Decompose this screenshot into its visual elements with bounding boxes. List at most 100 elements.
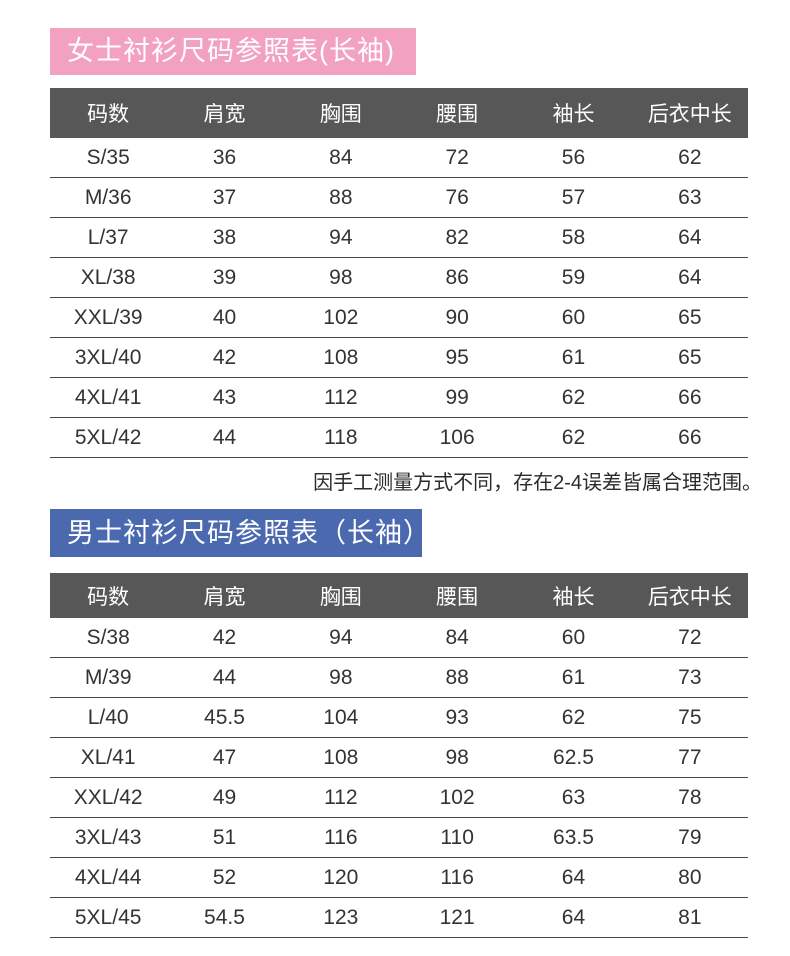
measurement-cell: 36: [166, 138, 283, 178]
measurement-cell: 73: [631, 657, 748, 698]
measurement-cell: 88: [282, 177, 399, 218]
measurement-cell: 37: [166, 177, 283, 218]
table-row: XL/41 47 108 98 62.5 77: [50, 737, 748, 778]
measurement-cell: 118: [282, 417, 399, 458]
table-row: L/37 38 94 82 58 64: [50, 217, 748, 258]
column-header: 码数: [50, 88, 167, 138]
column-header: 袖长: [515, 88, 632, 138]
men-table-header: 码数 肩宽 胸围 腰围 袖长 后衣中长: [50, 573, 748, 618]
measurement-cell: 62.5: [515, 737, 632, 778]
measurement-cell: 88: [398, 657, 516, 698]
measurement-cell: 80: [631, 857, 748, 898]
measurement-cell: 65: [631, 297, 748, 338]
size-cell: 3XL/43: [50, 817, 167, 858]
column-header: 肩宽: [166, 573, 283, 618]
measurement-cell: 61: [515, 337, 632, 378]
measurement-cell: 58: [515, 217, 632, 258]
column-header: 码数: [50, 573, 167, 618]
measurement-cell: 94: [282, 618, 399, 658]
measurement-cell: 42: [166, 618, 283, 658]
measurement-cell: 106: [398, 417, 516, 458]
measurement-cell: 112: [282, 777, 399, 818]
table-row: XXL/39 40 102 90 60 65: [50, 297, 748, 338]
measurement-cell: 116: [398, 857, 516, 898]
women-size-chart-banner: 女士衬衫尺码参照表(长袖): [50, 28, 416, 75]
men-table-body: S/38 42 94 84 60 72 M/39 44 98 88 61 73 L/40 45.5 104 9…: [50, 618, 748, 938]
measurement-cell: 84: [398, 618, 516, 658]
measurement-cell: 56: [515, 138, 632, 178]
measurement-cell: 108: [282, 737, 399, 778]
size-cell: 3XL/40: [50, 337, 167, 378]
table-row: 4XL/44 52 120 116 64 80: [50, 857, 748, 898]
measurement-cell: 40: [166, 297, 283, 338]
size-cell: XXL/39: [50, 297, 167, 338]
measurement-cell: 72: [398, 138, 516, 178]
measurement-cell: 62: [631, 138, 748, 178]
size-cell: 4XL/44: [50, 857, 167, 898]
measurement-cell: 45.5: [166, 697, 283, 738]
measurement-cell: 64: [515, 857, 632, 898]
measurement-cell: 116: [282, 817, 399, 858]
column-header: 腰围: [398, 88, 516, 138]
measurement-cell: 86: [398, 257, 516, 298]
measurement-cell: 98: [282, 257, 399, 298]
men-size-chart-banner: 男士衬衫尺码参照表（长袖）: [50, 509, 430, 557]
measurement-cell: 57: [515, 177, 632, 218]
table-row: M/36 37 88 76 57 63: [50, 177, 748, 218]
measurement-cell: 90: [398, 297, 516, 338]
women-size-table: 码数 肩宽 胸围 腰围 袖长 后衣中长 S/35 36 84 72 56 62 M/36 37 88 76 5…: [50, 88, 748, 458]
measurement-cell: 64: [631, 217, 748, 258]
measurement-cell: 61: [515, 657, 632, 698]
measurement-cell: 43: [166, 377, 283, 418]
measurement-cell: 76: [398, 177, 516, 218]
table-row: XXL/42 49 112 102 63 78: [50, 777, 748, 818]
measurement-cell: 65: [631, 337, 748, 378]
measurement-cell: 54.5: [166, 897, 283, 938]
measurement-cell: 108: [282, 337, 399, 378]
measurement-cell: 94: [282, 217, 399, 258]
measurement-cell: 93: [398, 697, 516, 738]
measurement-cell: 60: [515, 297, 632, 338]
size-cell: M/39: [50, 657, 167, 698]
column-header: 腰围: [398, 573, 516, 618]
column-header: 胸围: [282, 88, 399, 138]
measurement-cell: 42: [166, 337, 283, 378]
measurement-cell: 82: [398, 217, 516, 258]
table-row: M/39 44 98 88 61 73: [50, 657, 748, 698]
size-cell: XL/41: [50, 737, 167, 778]
measurement-cell: 79: [631, 817, 748, 858]
measurement-cell: 44: [166, 657, 283, 698]
measurement-cell: 81: [631, 897, 748, 938]
measurement-cell: 66: [631, 377, 748, 418]
measurement-cell: 39: [166, 257, 283, 298]
size-cell: 5XL/42: [50, 417, 167, 458]
women-table-header: 码数 肩宽 胸围 腰围 袖长 后衣中长: [50, 88, 748, 138]
men-size-chart-title: 男士衬衫尺码参照表（长袖）: [67, 518, 431, 548]
measurement-cell: 64: [631, 257, 748, 298]
size-cell: L/40: [50, 697, 167, 738]
measurement-cell: 62: [515, 417, 632, 458]
measurement-cell: 104: [282, 697, 399, 738]
measurement-cell: 123: [282, 897, 399, 938]
measurement-cell: 77: [631, 737, 748, 778]
table-row: 5XL/45 54.5 123 121 64 81: [50, 897, 748, 938]
column-header: 袖长: [515, 573, 632, 618]
column-header: 肩宽: [166, 88, 283, 138]
measurement-cell: 98: [282, 657, 399, 698]
measurement-cell: 59: [515, 257, 632, 298]
size-cell: S/38: [50, 618, 167, 658]
measurement-cell: 47: [166, 737, 283, 778]
table-row: 3XL/40 42 108 95 61 65: [50, 337, 748, 378]
size-cell: 4XL/41: [50, 377, 167, 418]
measurement-cell: 98: [398, 737, 516, 778]
measurement-cell: 72: [631, 618, 748, 658]
measurement-cell: 102: [398, 777, 516, 818]
measurement-cell: 52: [166, 857, 283, 898]
measurement-cell: 49: [166, 777, 283, 818]
measurement-cell: 120: [282, 857, 399, 898]
measurement-cell: 75: [631, 697, 748, 738]
measurement-cell: 38: [166, 217, 283, 258]
measurement-cell: 78: [631, 777, 748, 818]
table-row: 3XL/43 51 116 110 63.5 79: [50, 817, 748, 858]
